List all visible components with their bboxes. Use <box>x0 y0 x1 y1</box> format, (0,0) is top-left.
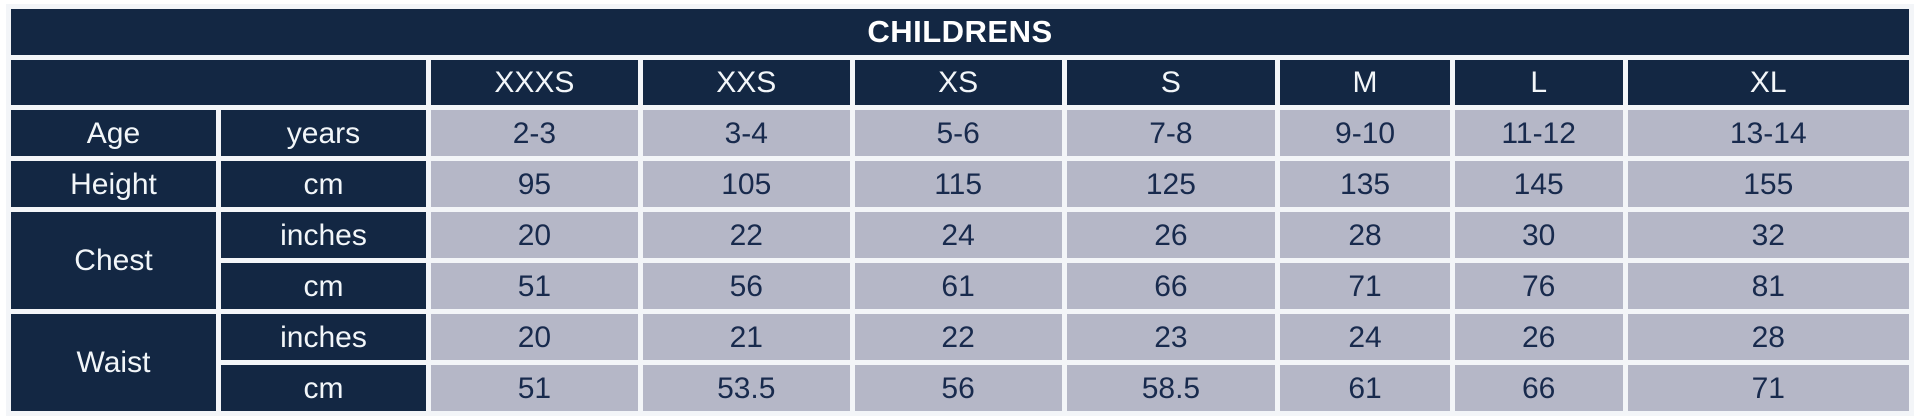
cell-chest-in-xl: 32 <box>1627 212 1909 258</box>
size-header-m: M <box>1280 60 1450 105</box>
cell-age-xs: 5-6 <box>854 110 1062 156</box>
cell-chest-in-l: 30 <box>1454 212 1623 258</box>
cell-waist-cm-xs: 56 <box>854 365 1062 411</box>
row-label-waist: Waist <box>11 314 216 411</box>
size-header-xxs: XXS <box>642 60 850 105</box>
cell-waist-cm-l: 66 <box>1454 365 1623 411</box>
cell-height-xs: 115 <box>854 161 1062 207</box>
cell-chest-in-xxs: 22 <box>642 212 850 258</box>
unit-chest-cm: cm <box>220 263 426 309</box>
cell-chest-in-s: 26 <box>1066 212 1276 258</box>
unit-age-years: years <box>220 110 426 156</box>
cell-chest-cm-xs: 61 <box>854 263 1062 309</box>
size-header-l: L <box>1454 60 1623 105</box>
cell-chest-cm-xxs: 56 <box>642 263 850 309</box>
cell-waist-cm-s: 58.5 <box>1066 365 1276 411</box>
cell-age-m: 9-10 <box>1280 110 1450 156</box>
chart-title: CHILDRENS <box>11 9 1909 55</box>
cell-height-l: 145 <box>1454 161 1623 207</box>
cell-waist-cm-xl: 71 <box>1627 365 1909 411</box>
size-header-xs: XS <box>854 60 1062 105</box>
cell-waist-in-xl: 28 <box>1627 314 1909 360</box>
unit-height-cm: cm <box>220 161 426 207</box>
cell-chest-in-m: 28 <box>1280 212 1450 258</box>
row-label-chest: Chest <box>11 212 216 309</box>
cell-age-xxs: 3-4 <box>642 110 850 156</box>
cell-height-xl: 155 <box>1627 161 1909 207</box>
cell-age-xxxs: 2-3 <box>430 110 638 156</box>
cell-height-s: 125 <box>1066 161 1276 207</box>
cell-waist-in-xxxs: 20 <box>430 314 638 360</box>
cell-waist-in-m: 24 <box>1280 314 1450 360</box>
cell-waist-in-xs: 22 <box>854 314 1062 360</box>
unit-waist-inches: inches <box>220 314 426 360</box>
size-header-xxxs: XXXS <box>430 60 638 105</box>
cell-height-m: 135 <box>1280 161 1450 207</box>
cell-age-l: 11-12 <box>1454 110 1623 156</box>
corner-cell <box>11 60 426 105</box>
cell-waist-cm-xxxs: 51 <box>430 365 638 411</box>
size-header-s: S <box>1066 60 1276 105</box>
cell-chest-cm-xxxs: 51 <box>430 263 638 309</box>
cell-waist-in-s: 23 <box>1066 314 1276 360</box>
row-label-height: Height <box>11 161 216 207</box>
unit-chest-inches: inches <box>220 212 426 258</box>
size-header-xl: XL <box>1627 60 1909 105</box>
cell-waist-cm-m: 61 <box>1280 365 1450 411</box>
cell-waist-in-l: 26 <box>1454 314 1623 360</box>
unit-waist-cm: cm <box>220 365 426 411</box>
cell-height-xxxs: 95 <box>430 161 638 207</box>
cell-chest-in-xs: 24 <box>854 212 1062 258</box>
cell-chest-cm-s: 66 <box>1066 263 1276 309</box>
cell-age-s: 7-8 <box>1066 110 1276 156</box>
cell-chest-cm-l: 76 <box>1454 263 1623 309</box>
size-chart-table: CHILDRENS XXXS XXS XS S M L XL Age years… <box>6 4 1914 416</box>
cell-chest-cm-m: 71 <box>1280 263 1450 309</box>
cell-chest-cm-xl: 81 <box>1627 263 1909 309</box>
cell-waist-cm-xxs: 53.5 <box>642 365 850 411</box>
cell-chest-in-xxxs: 20 <box>430 212 638 258</box>
cell-height-xxs: 105 <box>642 161 850 207</box>
cell-waist-in-xxs: 21 <box>642 314 850 360</box>
cell-age-xl: 13-14 <box>1627 110 1909 156</box>
row-label-age: Age <box>11 110 216 156</box>
